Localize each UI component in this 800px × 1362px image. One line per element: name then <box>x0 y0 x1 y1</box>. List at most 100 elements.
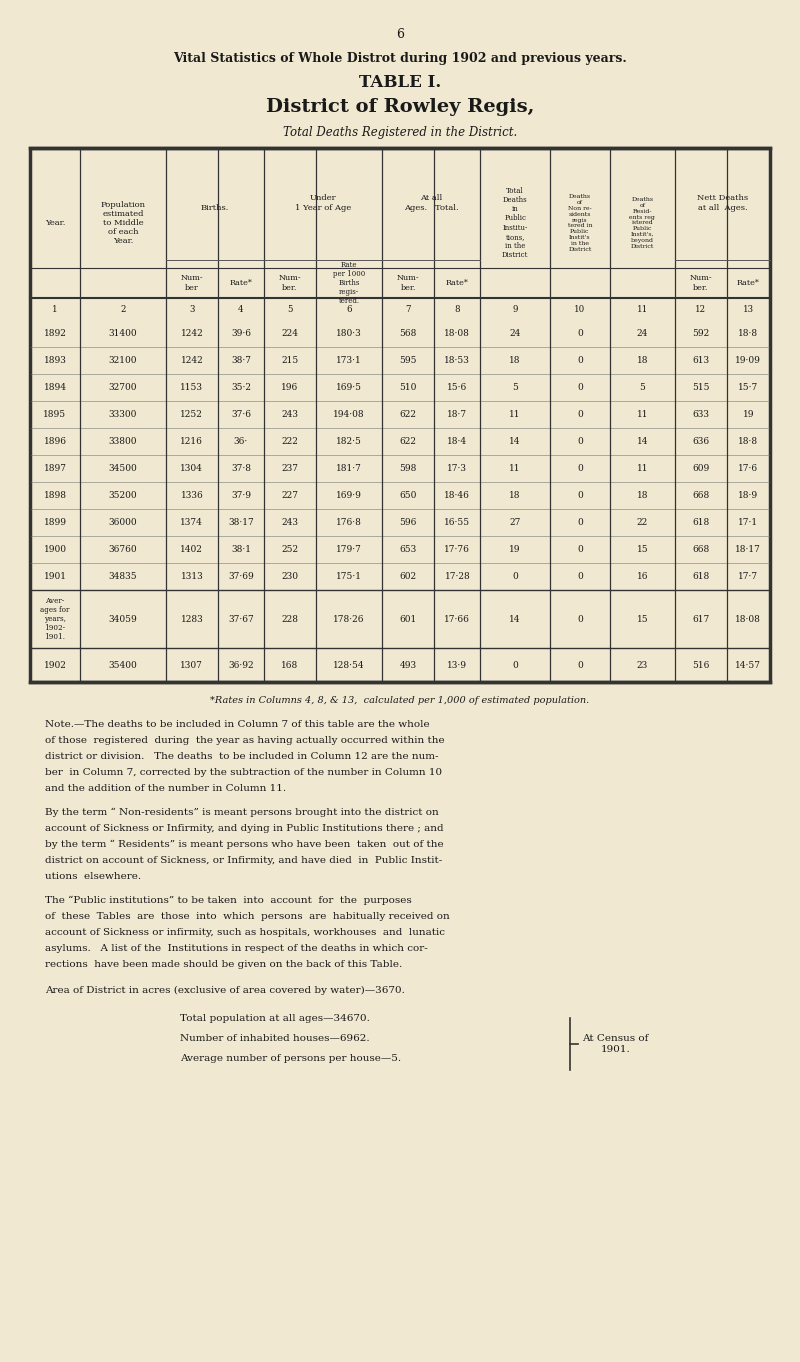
Text: 32700: 32700 <box>109 383 138 392</box>
Text: 15: 15 <box>637 614 648 624</box>
Text: 34835: 34835 <box>109 572 138 582</box>
Text: 0: 0 <box>512 572 518 582</box>
Text: 1899: 1899 <box>43 518 66 527</box>
Text: 1893: 1893 <box>43 355 66 365</box>
Text: 668: 668 <box>692 490 710 500</box>
Text: 0: 0 <box>577 383 582 392</box>
Text: 31400: 31400 <box>109 330 138 338</box>
Text: account of Sickness or Infirmity, and dying in Public Institutions there ; and: account of Sickness or Infirmity, and dy… <box>45 824 444 834</box>
Text: 596: 596 <box>400 518 417 527</box>
Text: District of Rowley Regis,: District of Rowley Regis, <box>266 98 534 116</box>
Text: Num-
ber.: Num- ber. <box>690 274 712 291</box>
Text: Area of District in acres (exclusive of area covered by water)—3670.: Area of District in acres (exclusive of … <box>45 986 405 996</box>
Text: Rate*: Rate* <box>230 279 252 287</box>
Text: 1901: 1901 <box>43 572 66 582</box>
Text: 622: 622 <box>400 410 417 419</box>
Text: 1894: 1894 <box>43 383 66 392</box>
Text: *Rates in Columns 4, 8, & 13,  calculated per 1,000 of estimated population.: *Rates in Columns 4, 8, & 13, calculated… <box>210 696 590 706</box>
Text: 14: 14 <box>510 614 521 624</box>
Text: 181·7: 181·7 <box>336 464 362 473</box>
Text: 618: 618 <box>692 572 710 582</box>
Text: 11: 11 <box>510 464 521 473</box>
Text: 613: 613 <box>692 355 709 365</box>
Text: 668: 668 <box>692 545 710 554</box>
Text: Num-
ber: Num- ber <box>181 274 203 291</box>
Text: 3: 3 <box>189 305 194 313</box>
Text: 18·8: 18·8 <box>738 437 758 445</box>
Text: 18: 18 <box>637 355 648 365</box>
Text: 24: 24 <box>637 330 648 338</box>
Text: 14·57: 14·57 <box>735 661 762 670</box>
Text: 18·08: 18·08 <box>735 614 761 624</box>
Text: 1895: 1895 <box>43 410 66 419</box>
Text: 493: 493 <box>400 661 417 670</box>
Text: 1313: 1313 <box>181 572 203 582</box>
Text: 169·9: 169·9 <box>336 490 362 500</box>
Text: 5: 5 <box>639 383 646 392</box>
Text: At all
Ages.   Total.: At all Ages. Total. <box>404 195 458 211</box>
Text: 35200: 35200 <box>109 490 138 500</box>
Text: 5: 5 <box>512 383 518 392</box>
Text: 1402: 1402 <box>181 545 203 554</box>
Text: 180·3: 180·3 <box>336 330 362 338</box>
Text: Rate*: Rate* <box>446 279 469 287</box>
Text: 1304: 1304 <box>181 464 203 473</box>
Text: 18: 18 <box>510 490 521 500</box>
Text: 10: 10 <box>574 305 586 313</box>
Text: Num-
ber.: Num- ber. <box>278 274 302 291</box>
Text: 178·26: 178·26 <box>334 614 365 624</box>
Text: 568: 568 <box>400 330 417 338</box>
Text: 18·4: 18·4 <box>447 437 467 445</box>
Text: 38·1: 38·1 <box>231 545 251 554</box>
Text: 18: 18 <box>637 490 648 500</box>
Text: 36760: 36760 <box>109 545 138 554</box>
Text: 16·55: 16·55 <box>444 518 470 527</box>
Text: 36·: 36· <box>234 437 248 445</box>
Text: 36000: 36000 <box>109 518 138 527</box>
Text: 622: 622 <box>400 437 417 445</box>
Text: 228: 228 <box>282 614 298 624</box>
Text: 14: 14 <box>510 437 521 445</box>
Text: 2: 2 <box>120 305 126 313</box>
Text: 11: 11 <box>637 410 648 419</box>
Text: 18·53: 18·53 <box>445 355 470 365</box>
Text: 0: 0 <box>577 661 582 670</box>
Text: ber  in Column 7, corrected by the subtraction of the number in Column 10: ber in Column 7, corrected by the subtra… <box>45 768 442 776</box>
Text: Year.: Year. <box>45 219 65 227</box>
Text: 13·9: 13·9 <box>447 661 467 670</box>
Text: 222: 222 <box>282 437 298 445</box>
Text: 18·8: 18·8 <box>738 330 758 338</box>
Text: 11: 11 <box>510 410 521 419</box>
Text: 175·1: 175·1 <box>336 572 362 582</box>
Text: 22: 22 <box>637 518 648 527</box>
Text: 0: 0 <box>577 330 582 338</box>
Text: 1: 1 <box>52 305 58 313</box>
Text: 169·5: 169·5 <box>336 383 362 392</box>
Text: 12: 12 <box>695 305 706 313</box>
Text: 516: 516 <box>692 661 710 670</box>
Text: 128·54: 128·54 <box>334 661 365 670</box>
Text: 18·9: 18·9 <box>738 490 758 500</box>
Text: 598: 598 <box>400 464 417 473</box>
Text: 609: 609 <box>692 464 710 473</box>
Text: 194·08: 194·08 <box>334 410 365 419</box>
Text: 17·6: 17·6 <box>738 464 758 473</box>
Text: At Census of
1901.: At Census of 1901. <box>582 1034 648 1054</box>
Text: 37·67: 37·67 <box>228 614 254 624</box>
Text: Under
1 Year of Age: Under 1 Year of Age <box>295 195 351 211</box>
Text: 1374: 1374 <box>181 518 203 527</box>
Text: 1242: 1242 <box>181 355 203 365</box>
Text: 173·1: 173·1 <box>336 355 362 365</box>
Text: By the term “ Non-residents” is meant persons brought into the district on: By the term “ Non-residents” is meant pe… <box>45 808 438 817</box>
Text: 1153: 1153 <box>180 383 203 392</box>
Text: 230: 230 <box>282 572 298 582</box>
Text: Nett Deaths
at all  Ages.: Nett Deaths at all Ages. <box>697 195 748 211</box>
Text: 18·46: 18·46 <box>445 490 470 500</box>
Text: 11: 11 <box>637 464 648 473</box>
Text: 1902: 1902 <box>43 661 66 670</box>
Text: district on account of Sickness, or Infirmity, and have died  in  Public Instit-: district on account of Sickness, or Infi… <box>45 855 442 865</box>
Text: Deaths
of
Resid-
ents reg
istered
Public
Instit's,
beyond
District: Deaths of Resid- ents reg istered Public… <box>630 197 655 249</box>
Text: 33800: 33800 <box>109 437 138 445</box>
Text: Total population at all ages—34670.: Total population at all ages—34670. <box>180 1013 370 1023</box>
Text: of  these  Tables  are  those  into  which  persons  are  habitually received on: of these Tables are those into which per… <box>45 913 450 921</box>
